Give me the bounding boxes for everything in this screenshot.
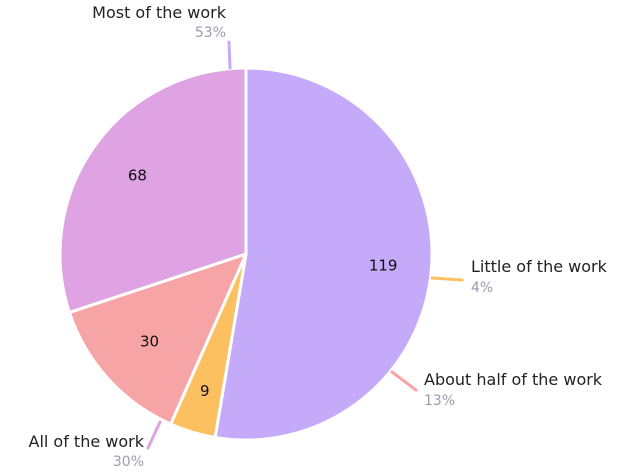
value-label-little-of-the-work: 9	[200, 382, 210, 400]
leader-line-little-of-the-work	[430, 276, 464, 282]
leader-line-all-of-the-work	[146, 420, 162, 450]
value-label-about-half-of-the-work: 30	[140, 332, 159, 350]
leader-lines	[146, 40, 464, 450]
pie-slice-all-of-the-work	[58, 66, 248, 314]
value-label-most-of-the-work: 119	[369, 256, 398, 274]
leader-line-most-of-the-work	[227, 40, 232, 70]
pie-slices	[58, 66, 434, 442]
pie-slice-about-half-of-the-work	[67, 252, 248, 426]
category-label-all-of-the-work: All of the work	[29, 432, 145, 451]
percent-label-most-of-the-work: 53%	[195, 25, 226, 41]
percent-label-about-half-of-the-work: 13%	[424, 393, 455, 409]
percent-label-all-of-the-work: 30%	[113, 454, 144, 470]
category-label-most-of-the-work: Most of the work	[92, 3, 227, 22]
category-label-little-of-the-work: Little of the work	[471, 257, 608, 276]
leader-line-about-half-of-the-work	[390, 370, 418, 392]
value-label-all-of-the-work: 68	[128, 167, 147, 185]
pie-labels: 119 Most of the work 53% 9 Little of the wor…	[29, 3, 608, 470]
category-label-about-half-of-the-work: About half of the work	[424, 370, 603, 389]
pie-slice-most-of-the-work	[213, 66, 434, 442]
percent-label-little-of-the-work: 4%	[471, 280, 493, 296]
